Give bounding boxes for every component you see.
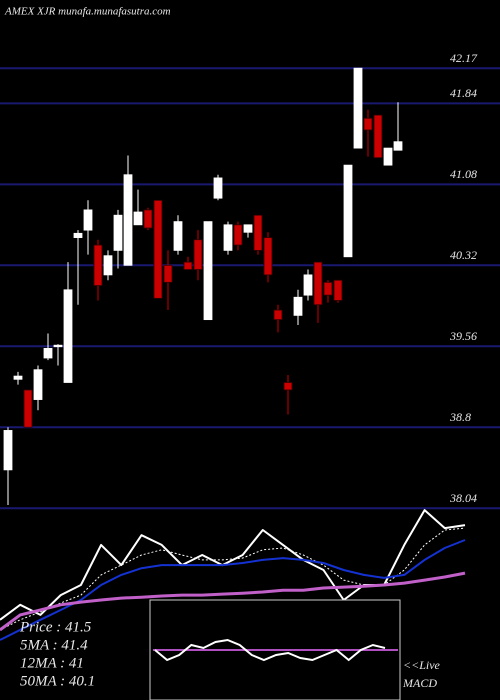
- candle-body: [13, 375, 23, 380]
- candle-body: [203, 221, 213, 321]
- y-tick-label: 39.56: [449, 329, 477, 343]
- candle-body: [393, 141, 403, 151]
- candle-body: [33, 369, 43, 400]
- candle-body: [243, 224, 253, 233]
- y-tick-label: 38.04: [449, 491, 477, 505]
- candle-body: [353, 67, 363, 149]
- macd-live: <<Live: [403, 658, 441, 672]
- candle-body: [123, 174, 133, 266]
- candle-body: [163, 264, 173, 283]
- candle-body: [113, 214, 123, 251]
- y-tick-label: 42.17: [450, 51, 478, 65]
- candle-body: [53, 344, 63, 348]
- candle-body: [213, 177, 223, 199]
- candle-body: [273, 309, 283, 321]
- candle-body: [153, 199, 163, 299]
- candle-body: [333, 279, 343, 301]
- macd-label: MACD: [402, 676, 437, 690]
- ma-line: [0, 527, 466, 631]
- y-tick-label: 41.08: [450, 167, 477, 181]
- candle-body: [283, 382, 293, 391]
- candle-body: [93, 244, 103, 286]
- legend-text: 50MA : 40.1: [20, 673, 95, 689]
- candle-body: [323, 281, 333, 296]
- chart-title: AMEX XJR munafa.munafasutra.com: [4, 6, 171, 18]
- candle-body: [373, 114, 383, 159]
- candle-body: [263, 237, 273, 276]
- candle-body: [383, 147, 393, 166]
- candle-body: [23, 389, 33, 428]
- candle-body: [133, 211, 143, 226]
- candle-body: [293, 296, 303, 316]
- legend-text: Price : 41.5: [19, 619, 92, 635]
- ma-line: [0, 571, 466, 632]
- candle-body: [103, 255, 113, 276]
- candle-body: [343, 164, 353, 258]
- y-tick-label: 41.84: [450, 86, 477, 100]
- candle-body: [363, 117, 373, 131]
- candle-body: [143, 209, 153, 229]
- candle-body: [313, 261, 323, 306]
- legend-text: 5MA : 41.4: [20, 637, 88, 653]
- y-tick-label: 38.8: [449, 410, 471, 424]
- candle-body: [173, 221, 183, 251]
- candle-body: [253, 214, 263, 251]
- candle-body: [63, 289, 73, 383]
- candle-body: [303, 274, 313, 296]
- candle-body: [73, 232, 83, 238]
- candle-body: [233, 224, 243, 246]
- candle-body: [223, 224, 233, 251]
- candle-body: [193, 239, 203, 270]
- candle-body: [83, 209, 93, 231]
- candle-body: [43, 348, 53, 359]
- legend-text: 12MA : 41: [20, 655, 84, 671]
- candle-body: [3, 430, 13, 471]
- y-tick-label: 40.32: [450, 248, 477, 262]
- macd-line: [154, 638, 386, 662]
- candle-body: [183, 261, 193, 270]
